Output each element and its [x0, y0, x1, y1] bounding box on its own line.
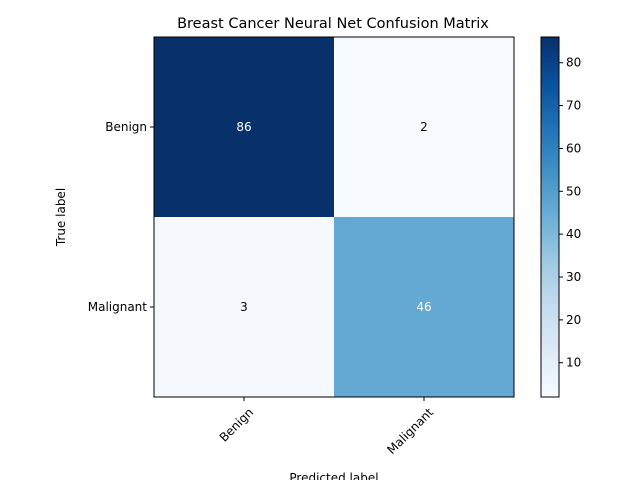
y-tick-label: Benign: [105, 120, 147, 134]
colorbar-tick-label: 10: [566, 356, 581, 370]
cell-value-1-1: 46: [416, 300, 431, 314]
colorbar-tick-label: 60: [566, 141, 581, 155]
cell-value-1-0: 3: [240, 300, 248, 314]
colorbar-tick-label: 40: [566, 227, 581, 241]
x-tick-label: Malignant: [384, 405, 436, 457]
y-axis-ticks: Benign Malignant: [88, 120, 154, 314]
colorbar-tick-label: 70: [566, 99, 581, 113]
plot-frame: [153, 36, 515, 398]
matrix-cell-1-0: [154, 217, 334, 397]
matrix-cells: [154, 37, 514, 397]
x-axis-label: Predicted label: [289, 471, 378, 480]
matrix-cell-0-0: [154, 37, 334, 217]
colorbar-tick-label: 30: [566, 270, 581, 284]
cell-value-0-0: 86: [236, 120, 251, 134]
y-axis-label: True label: [54, 188, 68, 247]
x-tick-label: Benign: [217, 405, 256, 444]
colorbar: [540, 36, 560, 398]
x-axis-ticks: Benign Malignant: [217, 397, 436, 457]
colorbar-tick-label: 20: [566, 313, 581, 327]
matrix-cell-1-1: [334, 217, 514, 397]
chart-title: Breast Cancer Neural Net Confusion Matri…: [177, 16, 489, 32]
cell-value-0-1: 2: [420, 120, 428, 134]
colorbar-ticks: 10 20 30 40 50 60 70 80: [559, 56, 581, 370]
colorbar-tick-label: 50: [566, 184, 581, 198]
cell-value-labels: 86 2 3 46: [236, 120, 431, 314]
colorbar-tick-label: 80: [566, 56, 581, 70]
matrix-cell-0-1: [334, 37, 514, 217]
y-tick-label: Malignant: [88, 300, 148, 314]
